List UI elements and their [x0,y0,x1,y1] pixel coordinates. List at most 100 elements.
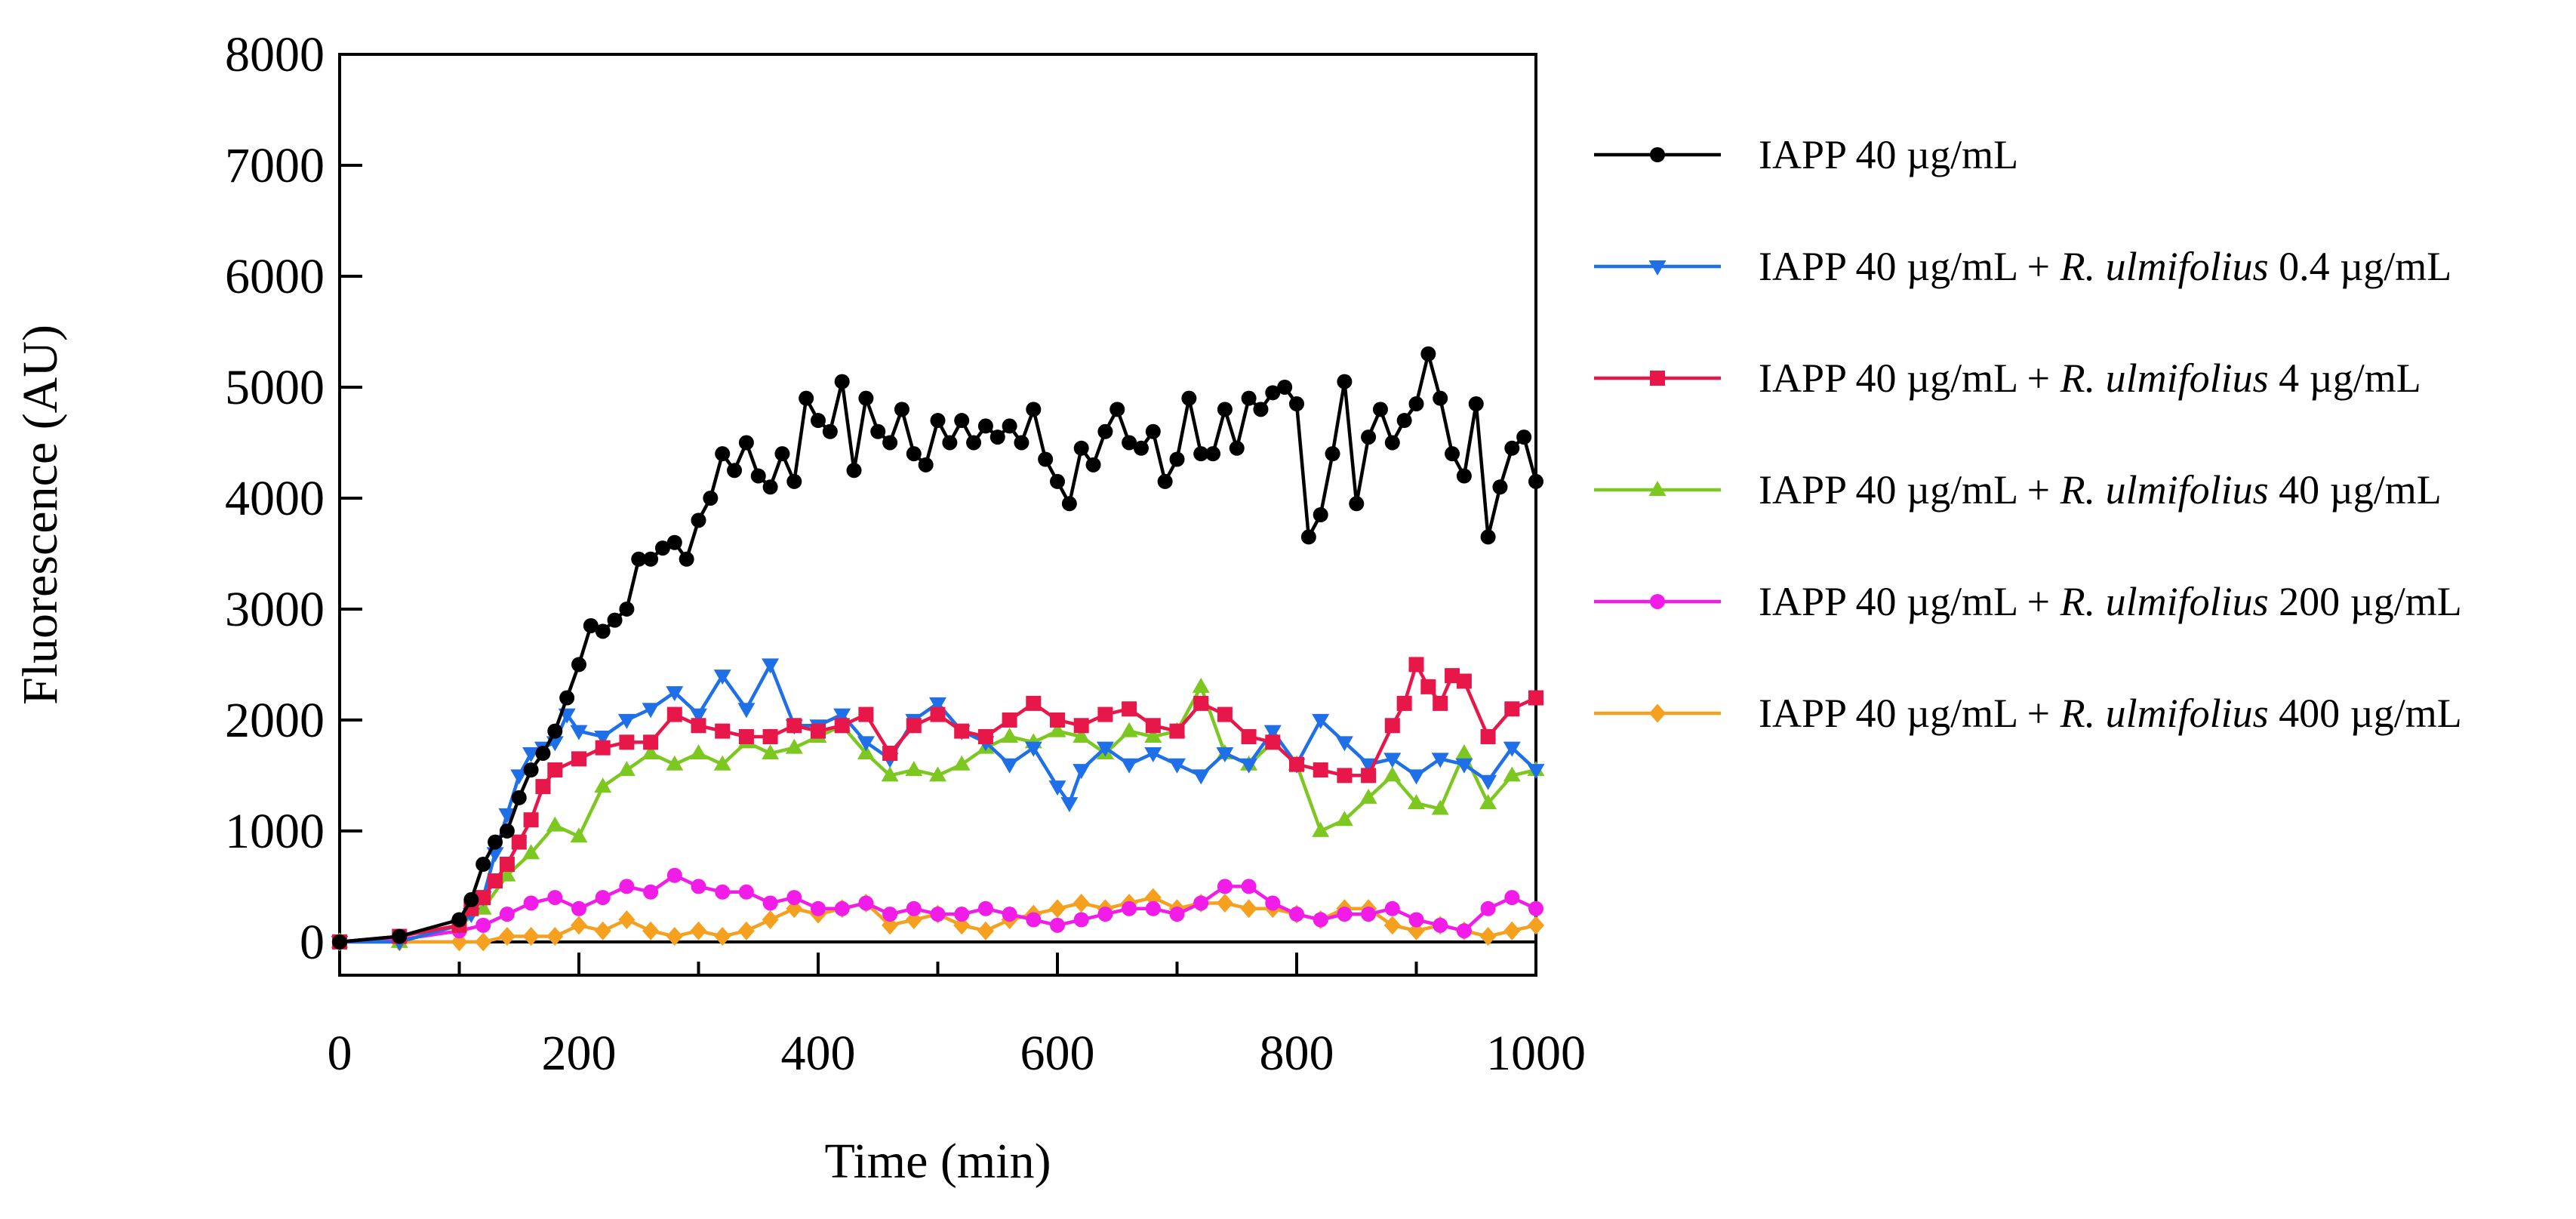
data-point [1001,727,1019,743]
data-point [1026,695,1042,711]
data-point [511,834,527,850]
data-point [1528,473,1543,489]
data-point [1217,879,1233,894]
data-point [1408,769,1425,785]
data-point [619,879,635,894]
data-point [786,899,803,919]
data-point [1527,764,1545,780]
legend-swatch-marker [1648,260,1667,276]
data-point [666,534,682,550]
data-point [858,390,874,406]
data-point [1073,440,1089,456]
data-point [594,921,611,940]
data-point [737,703,756,719]
data-point [906,900,922,916]
data-point [1479,927,1497,947]
data-point [1479,794,1497,810]
data-point [1097,907,1113,922]
data-point [1456,923,1472,939]
data-point [691,513,706,528]
x-tick-label: 0 [328,1026,352,1081]
y-tick-label: 2000 [225,693,325,748]
data-point [882,916,899,935]
data-point [1359,758,1377,774]
y-tick-label: 6000 [225,249,325,304]
data-point [1169,451,1185,467]
y-tick-label: 5000 [225,360,325,415]
data-point [1455,758,1473,774]
legend-label-part: IAPP 40 µg/mL + [1759,691,2060,736]
data-point [1408,921,1425,940]
data-point [1050,917,1065,933]
data-point [617,761,636,777]
legend-item: IAPP 40 µg/mL + R. ulmifolius 4 µg/mL [1594,356,2421,401]
data-point [1193,446,1209,462]
data-point [846,463,862,479]
data-point [619,601,635,617]
data-point [1168,758,1186,774]
data-point [1335,736,1353,752]
data-point [1001,758,1019,774]
data-point [894,402,909,417]
data-point [690,708,707,724]
data-point [571,751,586,767]
data-point [822,423,838,439]
data-point [1313,762,1328,778]
data-point [451,912,467,928]
data-point [583,617,599,633]
data-point [1050,712,1065,728]
y-tick-label: 8000 [225,27,325,82]
data-point [966,435,982,451]
data-point [1503,766,1521,782]
data-point [1313,912,1328,928]
data-point [1384,435,1400,451]
legend-label-part: 4 µg/mL [2269,356,2421,401]
data-point [499,823,515,839]
data-point [1456,673,1472,689]
data-point [1145,718,1161,734]
data-point [451,932,468,952]
data-point [1359,788,1377,804]
data-point [1455,744,1473,760]
data-point [1361,907,1377,922]
data-point [1097,423,1113,439]
data-point [762,658,780,674]
legend-item: IAPP 40 µg/mL + R. ulmifolius 200 µg/mL [1594,579,2462,624]
legend-label: IAPP 40 µg/mL [1759,132,2018,177]
legend-label-part: 200 µg/mL [2269,579,2462,624]
data-point [1217,402,1233,417]
data-point [1337,768,1353,783]
data-point [570,725,588,740]
data-point [715,446,731,462]
data-point [1073,718,1089,734]
data-point [811,900,826,916]
data-point [679,551,694,567]
data-point [498,866,516,882]
data-point [762,728,778,744]
data-point [762,895,778,911]
data-point [631,551,647,567]
data-point [1002,418,1017,434]
data-point [774,446,790,462]
data-point [463,892,479,908]
data-point [498,808,516,823]
data-point [643,551,659,567]
data-point [882,435,898,451]
data-point [738,728,754,744]
data-point [1468,396,1484,412]
legend-label-part: IAPP 40 µg/mL + [1759,579,2060,624]
data-point [1240,758,1258,774]
data-point [857,744,875,760]
legend-swatch-marker [1648,481,1667,496]
data-point [392,928,408,944]
legend-swatch-marker [1650,147,1665,162]
data-point [750,468,766,484]
data-point [954,413,970,429]
data-point [475,857,491,873]
data-point [1073,727,1091,743]
data-point [1408,657,1424,673]
data-point [1480,900,1496,916]
data-point [799,390,814,406]
data-point [1433,390,1448,406]
data-point [1216,893,1233,913]
